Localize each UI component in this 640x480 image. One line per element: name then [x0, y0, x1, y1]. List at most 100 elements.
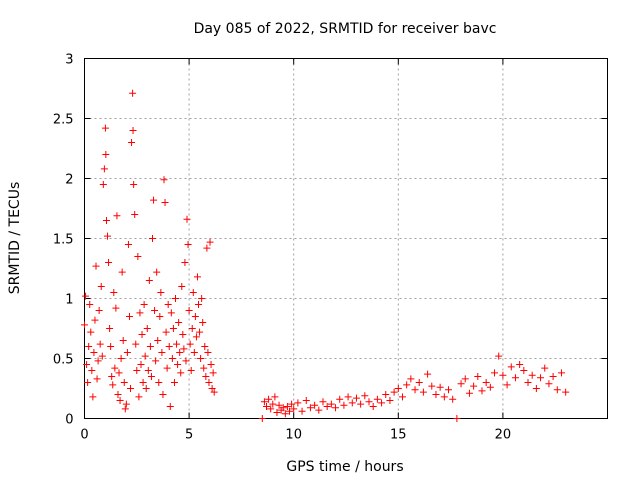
data-point — [95, 307, 103, 314]
y-tick-label: 0 — [65, 413, 73, 428]
data-point — [144, 367, 152, 374]
data-point — [281, 410, 289, 418]
data-point — [102, 151, 110, 158]
data-point — [165, 343, 173, 350]
data-point — [145, 277, 153, 284]
data-point — [83, 361, 91, 368]
data-point — [352, 394, 360, 402]
data-point — [541, 364, 549, 372]
data-point — [415, 379, 423, 386]
data-point — [141, 352, 149, 360]
x-tick-label: 0 — [80, 428, 88, 443]
data-point — [265, 395, 273, 403]
data-point — [491, 369, 499, 377]
data-point — [119, 337, 127, 344]
data-point — [130, 181, 138, 188]
data-point — [206, 238, 214, 246]
data-point — [445, 386, 453, 394]
data-point — [175, 319, 183, 326]
data-point — [98, 352, 106, 360]
data-point — [188, 325, 196, 332]
data-point — [172, 295, 180, 302]
data-point — [150, 196, 158, 204]
data-point — [203, 244, 211, 252]
data-point — [90, 349, 98, 356]
data-point — [369, 403, 377, 410]
data-point — [323, 403, 331, 410]
data-point — [117, 355, 125, 362]
data-point — [199, 319, 207, 326]
data-point — [162, 328, 170, 336]
data-point — [122, 400, 130, 408]
data-point — [116, 397, 124, 404]
data-point — [511, 374, 519, 382]
data-point — [344, 393, 352, 401]
data-point — [177, 369, 185, 377]
data-point — [545, 380, 553, 388]
data-point — [196, 328, 204, 336]
data-point — [133, 367, 141, 374]
axis-ticks: 0 5 10 15 20 0 0.5 1 1.5 2 2.5 3 — [53, 53, 608, 443]
data-point — [195, 301, 203, 308]
grid — [84, 58, 608, 419]
data-point — [109, 381, 117, 389]
data-point — [449, 395, 457, 403]
data-point — [139, 379, 147, 386]
chart-title: Day 085 of 2022, SRMTID for receiver bav… — [194, 21, 497, 37]
data-point — [91, 316, 99, 324]
data-point — [124, 241, 132, 248]
data-point — [118, 268, 126, 276]
data-point — [121, 405, 129, 413]
data-point — [89, 393, 97, 401]
data-point — [486, 383, 494, 391]
data-point — [520, 367, 528, 374]
data-point — [562, 388, 570, 396]
data-point — [557, 369, 565, 377]
data-point — [120, 379, 128, 386]
data-point — [85, 343, 93, 350]
data-point — [107, 343, 115, 350]
data-point — [108, 373, 116, 380]
data-point — [205, 379, 213, 386]
data-point — [164, 301, 172, 308]
data-point — [88, 367, 96, 374]
data-point — [97, 283, 105, 290]
y-tick-label: 0.5 — [53, 353, 74, 368]
data-point — [394, 385, 402, 392]
data-point — [461, 375, 469, 383]
data-point — [87, 328, 95, 336]
data-point — [148, 235, 156, 242]
data-point — [403, 381, 411, 389]
data-point — [156, 313, 164, 320]
data-point — [273, 409, 281, 416]
data-point — [151, 307, 159, 314]
data-point — [96, 340, 104, 348]
data-point — [288, 400, 296, 408]
data-point — [327, 400, 335, 408]
data-point — [99, 181, 107, 188]
data-point — [453, 415, 461, 422]
data-point — [340, 401, 348, 409]
y-tick-label: 2 — [65, 173, 73, 188]
data-point — [198, 295, 206, 302]
data-point — [294, 399, 302, 407]
data-point — [524, 379, 532, 386]
data-point — [507, 363, 515, 371]
data-point — [128, 139, 136, 146]
data-point — [168, 355, 176, 362]
data-point — [134, 253, 142, 260]
data-point — [94, 357, 102, 365]
data-point — [153, 268, 161, 276]
data-point — [258, 415, 266, 422]
data-point — [167, 309, 175, 317]
data-point — [411, 386, 419, 394]
data-point — [84, 379, 92, 386]
data-point — [197, 355, 205, 362]
data-point — [267, 405, 275, 413]
data-point — [161, 199, 169, 206]
data-point — [137, 361, 145, 368]
data-point — [499, 371, 507, 379]
data-point — [407, 375, 415, 383]
